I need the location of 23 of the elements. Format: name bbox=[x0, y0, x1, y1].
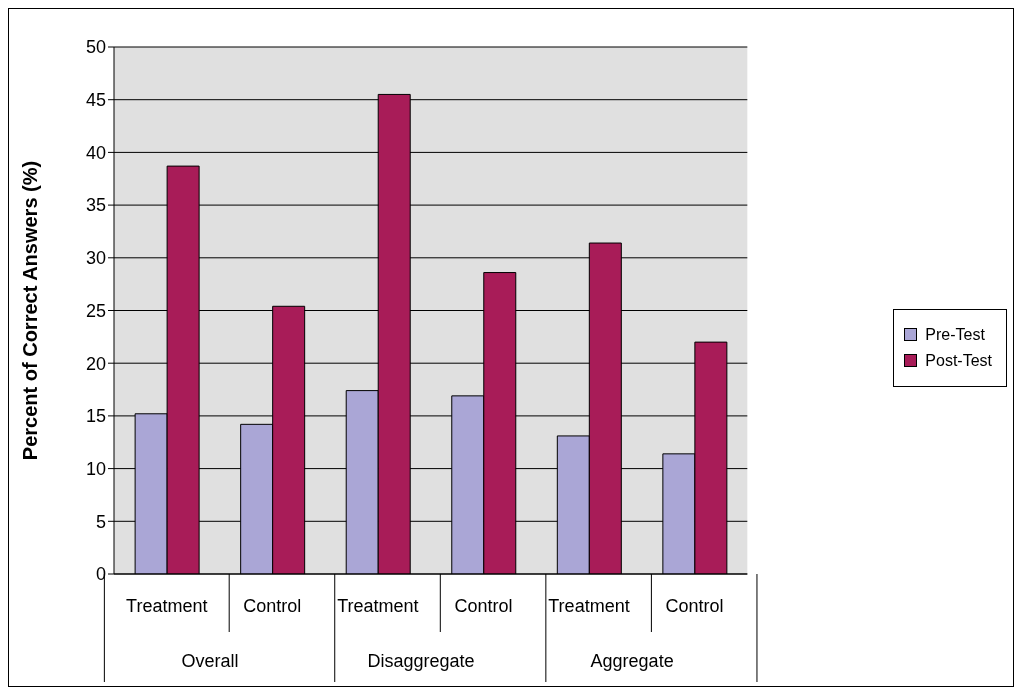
y-tick-label: 45 bbox=[85, 90, 106, 111]
y-axis-title: Percent of Correct Answers (%) bbox=[19, 160, 42, 461]
x-tick-label: Treatment bbox=[548, 596, 630, 616]
x-tick-label: Control bbox=[665, 596, 724, 616]
legend-label: Post-Test bbox=[925, 351, 992, 370]
text: Overall bbox=[181, 651, 239, 671]
y-tick-label: 20 bbox=[85, 353, 106, 374]
y-tick-label: 15 bbox=[85, 406, 106, 427]
x-tick-label: Control bbox=[243, 596, 302, 616]
text: Disaggregate bbox=[367, 651, 475, 671]
y-tick-label: 5 bbox=[95, 511, 106, 532]
y-tick-label: 25 bbox=[85, 300, 106, 321]
x-tick-label: Treatment bbox=[126, 596, 208, 616]
x-tick-label: Treatment bbox=[337, 596, 419, 616]
legend-label: Pre-Test bbox=[925, 325, 985, 344]
y-tick-label: 30 bbox=[85, 248, 106, 269]
text: Aggregate bbox=[590, 651, 674, 671]
y-tick-label: 40 bbox=[85, 142, 106, 163]
y-tick-label: 0 bbox=[95, 564, 106, 585]
y-tick-label: 35 bbox=[85, 195, 106, 216]
y-tick-label: 10 bbox=[85, 458, 106, 479]
x-tick-label: Control bbox=[454, 596, 513, 616]
y-tick-label: 50 bbox=[85, 37, 106, 58]
